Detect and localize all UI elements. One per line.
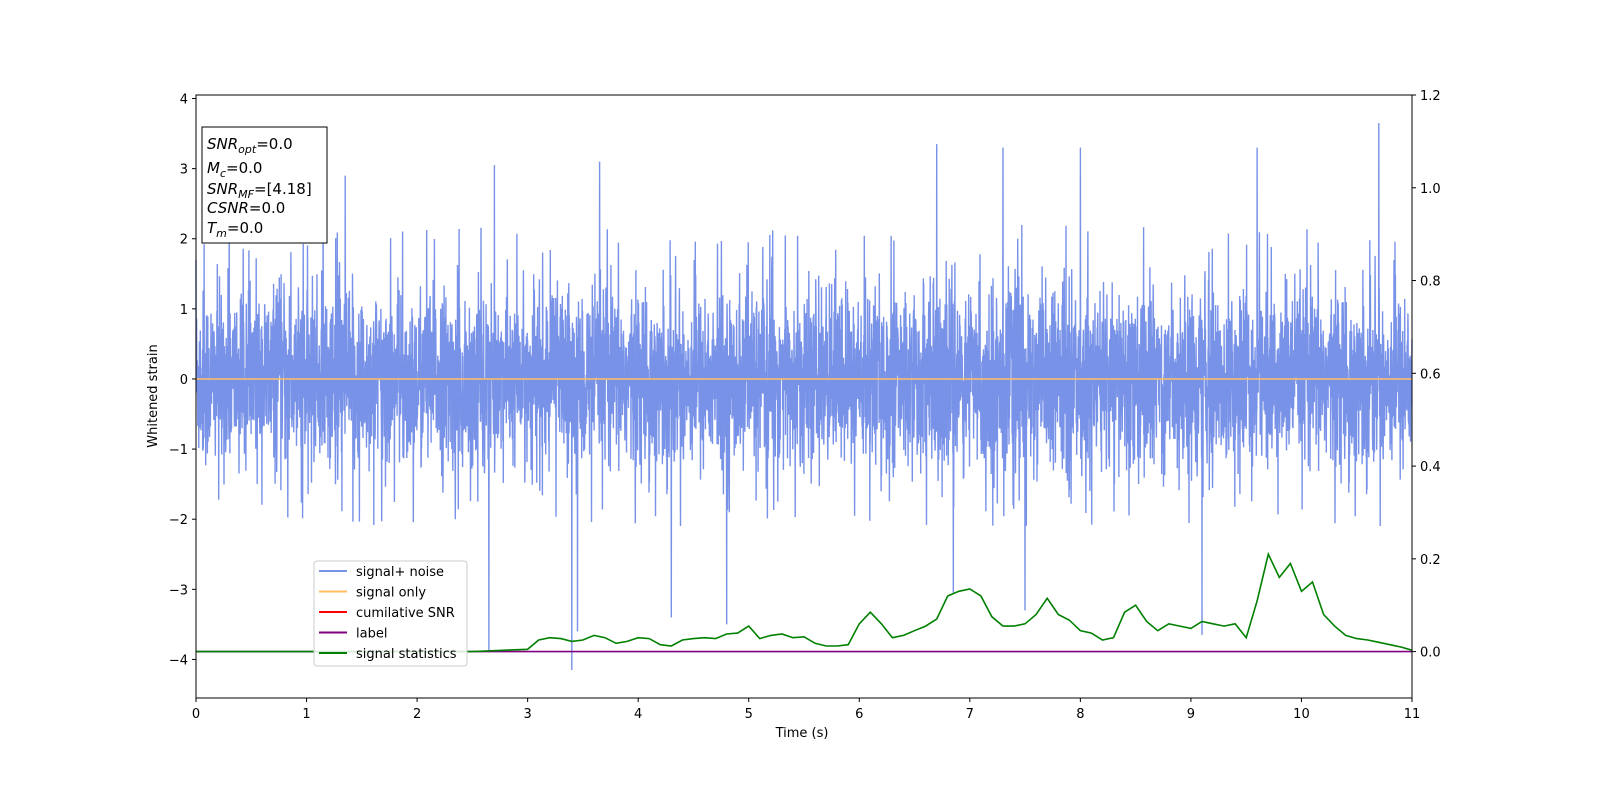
legend-entry: signal only xyxy=(356,586,426,601)
y-tick-label: −4 xyxy=(169,653,188,668)
annotation-symbol: CSNR xyxy=(207,199,249,217)
x-tick-label: 4 xyxy=(634,707,642,722)
y2-tick-label: 0.8 xyxy=(1420,275,1441,290)
series-signal-statistics xyxy=(196,551,1413,653)
y-tick-label: 3 xyxy=(180,163,188,178)
y-tick-label: −2 xyxy=(169,513,188,528)
parameter-annotation-box: SNRopt=0.0Mc=0.0SNRMF=[4.18]CSNR=0.0Tm=0… xyxy=(201,126,328,244)
y-tick-label: 2 xyxy=(180,233,188,248)
x-tick-label: 2 xyxy=(413,707,421,722)
x-tick-label: 1 xyxy=(302,707,310,722)
annotation-value: =0.0 xyxy=(227,219,263,237)
y-axis-left: −4 −3 −2 −1 0 1 2 3 4 xyxy=(169,93,196,668)
x-tick-label: 0 xyxy=(192,707,200,722)
y2-tick-label: 0.0 xyxy=(1420,646,1441,661)
y-tick-label: 0 xyxy=(180,373,188,388)
y-tick-label: 1 xyxy=(180,303,188,318)
y-axis-label: Whitened strain xyxy=(146,344,161,447)
y-tick-label: −3 xyxy=(169,583,188,598)
x-axis: 0 1 2 3 4 5 6 7 8 9 10 11 xyxy=(192,698,1420,722)
legend-entry: label xyxy=(356,627,387,642)
annotation-subscript: MF xyxy=(238,188,254,201)
legend: signal+ noise signal only cumilative SNR la… xyxy=(313,560,468,667)
annotation-value: =[4.18] xyxy=(254,180,312,198)
x-tick-label: 3 xyxy=(523,707,531,722)
y2-tick-label: 0.6 xyxy=(1420,367,1441,382)
annotation-symbol: T xyxy=(207,219,218,237)
annotation-line: SNRMF=[4.18] xyxy=(207,180,312,201)
y-tick-label: 4 xyxy=(180,93,188,108)
series-signal-noise xyxy=(195,122,1413,671)
annotation-line: Mc=0.0 xyxy=(207,159,262,180)
annotation-value: =0.0 xyxy=(226,159,262,177)
x-tick-label: 5 xyxy=(745,707,753,722)
x-tick-label: 10 xyxy=(1293,707,1310,722)
x-tick-label: 8 xyxy=(1076,707,1084,722)
annotation-symbol: SNR xyxy=(207,180,238,198)
y-axis-right: 0.0 0.2 0.4 0.6 0.8 1.0 1.2 xyxy=(1412,89,1441,661)
x-axis-label: Time (s) xyxy=(775,726,829,741)
signal-noise-layer xyxy=(195,122,1413,671)
annotation-frame xyxy=(201,126,328,244)
plot-frame xyxy=(195,94,1413,699)
x-tick-label: 7 xyxy=(966,707,974,722)
y2-tick-label: 0.2 xyxy=(1420,553,1441,568)
x-tick-label: 11 xyxy=(1404,707,1421,722)
y2-tick-label: 1.2 xyxy=(1420,89,1441,104)
y2-tick-label: 0.4 xyxy=(1420,460,1441,475)
annotation-subscript: opt xyxy=(238,143,257,156)
annotation-value: =0.0 xyxy=(256,135,292,153)
x-tick-label: 9 xyxy=(1187,707,1195,722)
legend-entry: signal statistics xyxy=(356,647,457,662)
annotation-line: CSNR=0.0 xyxy=(207,199,285,217)
annotation-line: Tm=0.0 xyxy=(207,219,263,240)
annotation-symbol: M xyxy=(207,159,220,177)
y-tick-label: −1 xyxy=(169,443,188,458)
annotation-subscript: c xyxy=(220,167,226,180)
x-tick-label: 6 xyxy=(855,707,863,722)
annotation-line: SNRopt=0.0 xyxy=(207,135,293,156)
y2-tick-label: 1.0 xyxy=(1420,182,1441,197)
legend-entry: cumilative SNR xyxy=(356,606,455,621)
annotation-value: =0.0 xyxy=(249,199,285,217)
legend-entry: signal+ noise xyxy=(356,565,444,580)
legend-frame xyxy=(313,560,468,667)
annotation-symbol: SNR xyxy=(207,135,238,153)
annotation-subscript: m xyxy=(216,227,227,240)
